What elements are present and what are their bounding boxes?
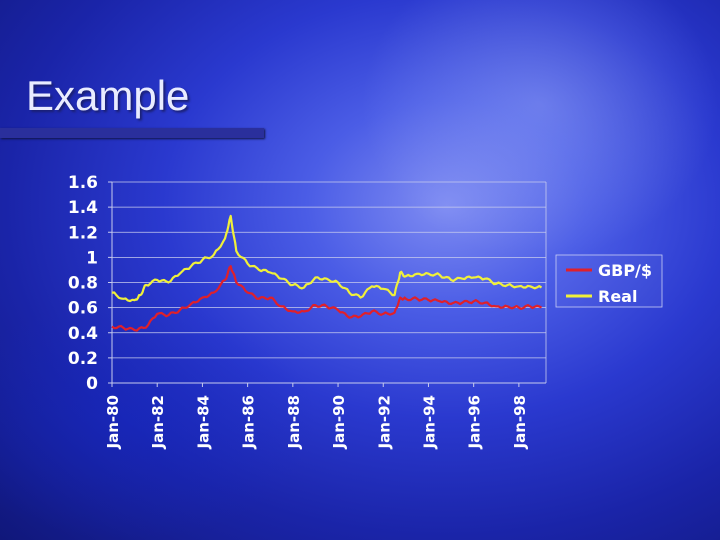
x-tick-label: Jan-84 [194, 395, 212, 449]
x-tick-label: Jan-90 [330, 395, 348, 449]
chart-axes [108, 181, 547, 387]
x-tick-label: Jan-92 [375, 395, 393, 449]
x-tick-label: Jan-88 [285, 395, 303, 449]
legend-label-real: Real [598, 287, 637, 306]
legend-label-gbp: GBP/$ [598, 261, 652, 280]
series-line-real [111, 214, 543, 303]
slide-title: Example [26, 72, 190, 119]
x-tick-label: Jan-96 [466, 395, 484, 449]
x-tick-label: Jan-82 [149, 395, 167, 449]
legend: GBP/$ Real [555, 254, 663, 308]
legend-box [555, 254, 663, 308]
y-tick-label: 0.8 [68, 274, 98, 294]
y-tick-label: 0 [86, 374, 98, 394]
y-tick-label: 0.2 [68, 349, 98, 369]
title-underline-bar [0, 128, 264, 138]
y-tick-label: 0.6 [68, 299, 98, 319]
gridlines [112, 181, 546, 359]
y-tick-label: 1.6 [68, 173, 98, 193]
y-tick-label: 1.4 [68, 198, 98, 218]
x-tick-label: Jan-94 [420, 395, 438, 449]
background-glow [360, 0, 720, 260]
y-axis-tick-labels: 0 0.2 0.4 0.6 0.8 1 1.2 1.4 1.6 [68, 173, 98, 394]
y-tick-label: 1 [86, 248, 98, 268]
x-tick-label: Jan-80 [104, 395, 122, 449]
x-tick-label: Jan-86 [240, 395, 258, 449]
y-tick-label: 1.2 [68, 223, 98, 243]
series-lines [111, 214, 543, 332]
x-axis-tick-labels: Jan-80 Jan-82 Jan-84 Jan-86 Jan-88 Jan-90 Jan-… [104, 395, 529, 449]
y-tick-label: 0.4 [68, 324, 98, 344]
background-shade [0, 300, 320, 540]
series-line-gbp [111, 265, 543, 332]
x-tick-label: Jan-98 [511, 395, 529, 449]
